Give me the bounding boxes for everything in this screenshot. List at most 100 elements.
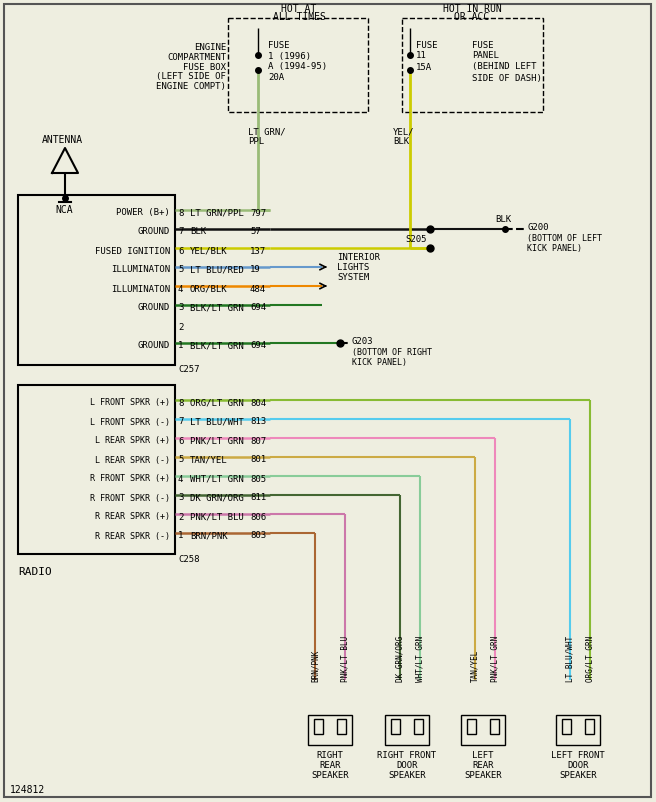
Text: HOT IN RUN: HOT IN RUN bbox=[443, 4, 501, 14]
Text: 2: 2 bbox=[178, 322, 184, 331]
Bar bbox=[402, 18, 543, 112]
Text: R FRONT SPKR (-): R FRONT SPKR (-) bbox=[90, 493, 170, 503]
Text: BLK/LT GRN: BLK/LT GRN bbox=[190, 303, 244, 313]
Text: POWER (B+): POWER (B+) bbox=[116, 209, 170, 217]
Text: 797: 797 bbox=[250, 209, 266, 217]
Bar bbox=[562, 719, 571, 734]
Text: 1: 1 bbox=[178, 532, 184, 541]
Bar bbox=[385, 715, 429, 745]
Text: SIDE OF DASH): SIDE OF DASH) bbox=[472, 74, 542, 83]
Text: FUSED IGNITION: FUSED IGNITION bbox=[94, 246, 170, 256]
Text: ORG/LT GRN: ORG/LT GRN bbox=[586, 636, 594, 682]
Text: LT BLU/RED: LT BLU/RED bbox=[190, 265, 244, 274]
Text: (BOTTOM OF LEFT: (BOTTOM OF LEFT bbox=[527, 233, 602, 242]
Text: PPL: PPL bbox=[248, 137, 264, 147]
Text: DK GRN/ORG: DK GRN/ORG bbox=[190, 493, 244, 503]
Text: 11: 11 bbox=[416, 51, 427, 60]
Text: KICK PANEL): KICK PANEL) bbox=[527, 244, 582, 253]
Text: 803: 803 bbox=[250, 532, 266, 541]
Bar bbox=[337, 719, 346, 734]
Text: BLK: BLK bbox=[393, 137, 409, 147]
Text: DK GRN/ORG: DK GRN/ORG bbox=[396, 636, 405, 682]
Text: LEFT FRONT: LEFT FRONT bbox=[551, 751, 605, 760]
Text: ORG/LT GRN: ORG/LT GRN bbox=[190, 399, 244, 407]
Text: YEL/BLK: YEL/BLK bbox=[190, 246, 228, 256]
Text: G200: G200 bbox=[527, 222, 548, 232]
Text: 1: 1 bbox=[178, 342, 184, 350]
Text: 804: 804 bbox=[250, 399, 266, 407]
Text: PNK/LT GRN: PNK/LT GRN bbox=[190, 436, 244, 445]
Text: REAR: REAR bbox=[472, 761, 494, 770]
Text: BLK: BLK bbox=[495, 216, 511, 225]
Text: HOT AT: HOT AT bbox=[281, 4, 317, 14]
Text: ILLUMINATON: ILLUMINATON bbox=[111, 285, 170, 294]
Text: LEFT: LEFT bbox=[472, 751, 494, 760]
Bar bbox=[391, 719, 400, 734]
Text: FUSE: FUSE bbox=[268, 40, 289, 50]
Text: 19: 19 bbox=[250, 265, 260, 274]
Text: KICK PANEL): KICK PANEL) bbox=[352, 358, 407, 367]
Text: 124812: 124812 bbox=[10, 785, 45, 795]
Text: 57: 57 bbox=[250, 228, 260, 237]
Text: 694: 694 bbox=[250, 303, 266, 313]
Text: 805: 805 bbox=[250, 475, 266, 484]
Text: LT GRN/PPL: LT GRN/PPL bbox=[190, 209, 244, 217]
Text: 4: 4 bbox=[178, 475, 184, 484]
Text: 3: 3 bbox=[178, 303, 184, 313]
Text: LT BLU/WHT: LT BLU/WHT bbox=[565, 636, 575, 682]
Bar bbox=[314, 719, 323, 734]
Text: YEL/: YEL/ bbox=[393, 128, 415, 136]
Text: 3: 3 bbox=[178, 493, 184, 503]
Text: SPEAKER: SPEAKER bbox=[464, 771, 502, 780]
Text: BLK/LT GRN: BLK/LT GRN bbox=[190, 342, 244, 350]
Text: GROUND: GROUND bbox=[138, 303, 170, 313]
Text: LT BLU/WHT: LT BLU/WHT bbox=[190, 418, 244, 427]
Bar bbox=[490, 719, 499, 734]
Text: ORG/BLK: ORG/BLK bbox=[190, 285, 228, 294]
Text: COMPARTMENT: COMPARTMENT bbox=[167, 52, 226, 62]
Text: ENGINE: ENGINE bbox=[194, 43, 226, 51]
Text: PNK/LT BLU: PNK/LT BLU bbox=[190, 512, 244, 521]
Text: L FRONT SPKR (+): L FRONT SPKR (+) bbox=[90, 399, 170, 407]
Text: 4: 4 bbox=[178, 285, 184, 294]
Bar bbox=[467, 719, 476, 734]
Text: C257: C257 bbox=[178, 366, 199, 375]
Text: BRN/PNK: BRN/PNK bbox=[190, 532, 228, 541]
Bar bbox=[308, 715, 352, 745]
Text: 5: 5 bbox=[178, 265, 184, 274]
Text: A (1994-95): A (1994-95) bbox=[268, 63, 327, 71]
Text: NCA: NCA bbox=[55, 205, 73, 215]
Bar bbox=[228, 18, 368, 112]
Text: C258: C258 bbox=[178, 554, 199, 564]
Bar bbox=[461, 715, 505, 745]
Text: OR ACC: OR ACC bbox=[455, 12, 489, 22]
Text: 806: 806 bbox=[250, 512, 266, 521]
Text: 7: 7 bbox=[178, 418, 184, 427]
Text: GROUND: GROUND bbox=[138, 228, 170, 237]
Text: ANTENNA: ANTENNA bbox=[42, 135, 83, 145]
Text: PNK/LT BLU: PNK/LT BLU bbox=[340, 636, 350, 682]
Text: L FRONT SPKR (-): L FRONT SPKR (-) bbox=[90, 418, 170, 427]
Text: WHT/LT GRN: WHT/LT GRN bbox=[190, 475, 244, 484]
Text: 484: 484 bbox=[250, 285, 266, 294]
Text: (BOTTOM OF RIGHT: (BOTTOM OF RIGHT bbox=[352, 347, 432, 357]
Text: LT GRN/: LT GRN/ bbox=[248, 128, 285, 136]
Text: 7: 7 bbox=[178, 228, 184, 237]
Text: GROUND: GROUND bbox=[138, 342, 170, 350]
Text: S205: S205 bbox=[405, 234, 427, 244]
Text: ENGINE COMPT): ENGINE COMPT) bbox=[156, 83, 226, 91]
Text: (LEFT SIDE OF: (LEFT SIDE OF bbox=[156, 72, 226, 82]
Text: L REAR SPKR (+): L REAR SPKR (+) bbox=[95, 436, 170, 445]
Text: SPEAKER: SPEAKER bbox=[311, 771, 349, 780]
Text: 15A: 15A bbox=[416, 63, 432, 71]
Text: 8: 8 bbox=[178, 209, 184, 217]
Text: REAR: REAR bbox=[319, 761, 340, 770]
Text: 137: 137 bbox=[250, 246, 266, 256]
Text: PANEL: PANEL bbox=[472, 51, 499, 60]
Bar bbox=[18, 195, 175, 365]
Text: 813: 813 bbox=[250, 418, 266, 427]
Text: INTERIOR: INTERIOR bbox=[337, 253, 380, 262]
Text: BLK: BLK bbox=[190, 228, 206, 237]
Bar bbox=[414, 719, 423, 734]
Text: RADIO: RADIO bbox=[18, 567, 52, 577]
